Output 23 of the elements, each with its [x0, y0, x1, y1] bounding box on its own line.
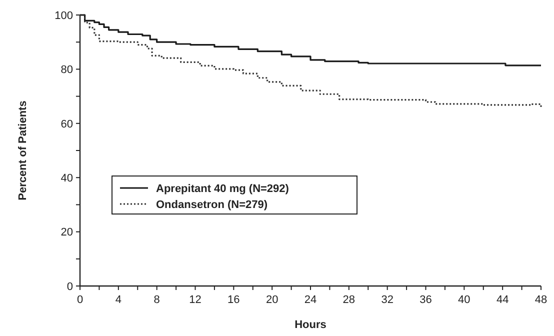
x-tick-label: 16 — [228, 294, 240, 306]
legend-label: Ondansetron (N=279) — [156, 198, 268, 211]
y-tick-label: 60 — [60, 118, 73, 130]
x-tick-label: 24 — [304, 294, 317, 306]
x-tick-label: 4 — [115, 294, 122, 306]
x-tick-label: 0 — [76, 294, 84, 306]
y-tick-label: 20 — [60, 226, 73, 239]
x-axis-title: Hours — [294, 319, 326, 331]
y-tick-label: 100 — [54, 10, 73, 22]
x-tick-label: 40 — [458, 294, 470, 306]
x-tick-label: 28 — [342, 294, 356, 306]
x-tick-label: 8 — [154, 294, 160, 306]
x-tick-label: 12 — [189, 294, 202, 306]
x-tick-label: 32 — [381, 294, 394, 306]
x-tick-label: 20 — [266, 294, 278, 306]
x-tick-label: 36 — [420, 294, 432, 306]
legend-label: Aprepitant 40 mg (N=292) — [156, 182, 290, 195]
x-tick-label: 48 — [534, 294, 548, 306]
y-tick-label: 80 — [60, 64, 73, 76]
x-tick-label: 44 — [496, 294, 509, 306]
y-tick-label: 40 — [60, 172, 73, 184]
y-tick-label: 0 — [66, 280, 73, 293]
y-axis-title: Percent of Patients — [17, 100, 29, 200]
